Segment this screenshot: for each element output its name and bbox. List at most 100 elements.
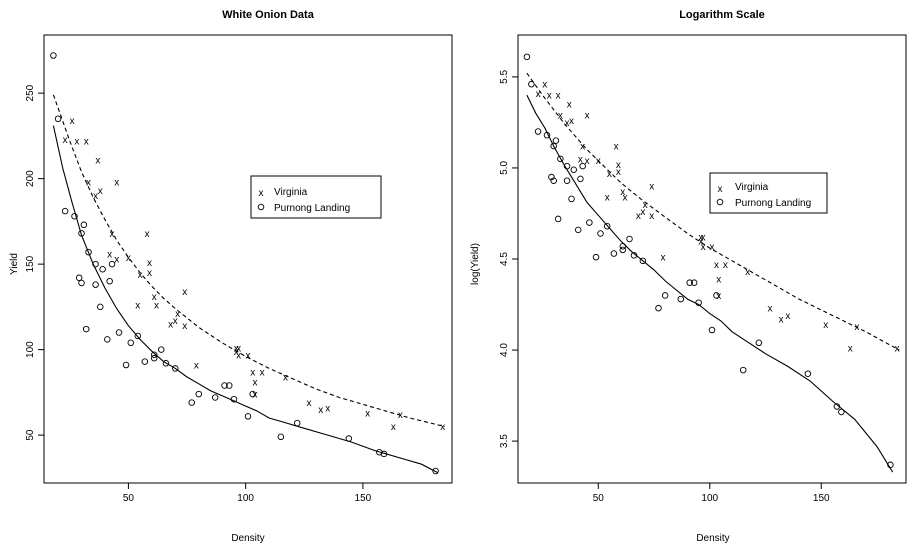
data-point-purnong-landing xyxy=(713,292,720,299)
legend-marker-circle xyxy=(257,203,265,211)
data-point-virginia: x xyxy=(848,344,853,355)
data-point-purnong-landing xyxy=(157,346,165,353)
data-point-purnong-landing xyxy=(592,253,600,261)
data-point-virginia: x xyxy=(86,178,91,189)
data-point-virginia: x xyxy=(250,367,255,378)
data-point-virginia: x xyxy=(147,258,152,269)
data-point-purnong-landing xyxy=(550,177,557,184)
data-point-virginia: x xyxy=(536,89,541,100)
data-point-purnong-landing xyxy=(755,339,763,347)
data-point-virginia: x xyxy=(246,350,251,361)
x-tick-label: 100 xyxy=(701,493,718,504)
chart-title: Logarithm Scale xyxy=(679,9,765,21)
data-point-purnong-landing xyxy=(80,221,88,229)
data-point-purnong-landing xyxy=(99,266,106,273)
data-point-virginia: x xyxy=(623,193,628,204)
data-point-virginia: x xyxy=(779,315,784,326)
data-point-virginia: x xyxy=(107,249,112,260)
data-point-purnong-landing xyxy=(85,248,92,256)
data-point-purnong-landing xyxy=(249,390,256,398)
data-point-purnong-landing xyxy=(75,274,83,282)
data-point-purnong-landing xyxy=(277,433,285,441)
data-point-purnong-landing xyxy=(106,277,113,285)
data-point-virginia: x xyxy=(70,116,75,127)
y-tick-label: 50 xyxy=(25,429,36,441)
data-point-virginia: x xyxy=(114,178,119,189)
data-point-virginia: x xyxy=(605,193,610,204)
data-point-virginia: x xyxy=(63,135,68,146)
data-point-virginia: x xyxy=(745,267,750,278)
data-point-purnong-landing xyxy=(586,219,593,226)
x-tick-label: 50 xyxy=(593,493,605,504)
data-point-virginia: x xyxy=(84,137,89,148)
data-point-purnong-landing xyxy=(54,115,62,123)
data-point-virginia: x xyxy=(391,422,396,433)
data-point-purnong-landing xyxy=(150,354,158,362)
data-point-purnong-landing xyxy=(195,390,203,398)
data-point-purnong-landing xyxy=(225,382,233,389)
data-point-virginia: x xyxy=(306,398,311,409)
data-point-purnong-landing xyxy=(172,365,179,372)
data-point-virginia: x xyxy=(365,408,370,419)
x-tick-label: 150 xyxy=(813,493,830,504)
x-axis-label: Density xyxy=(231,533,264,544)
data-point-virginia: x xyxy=(660,253,665,264)
data-point-virginia: x xyxy=(147,268,152,279)
data-point-purnong-landing xyxy=(97,303,104,311)
data-point-purnong-landing xyxy=(552,137,560,144)
data-point-virginia: x xyxy=(556,91,561,102)
data-point-virginia: x xyxy=(138,270,143,281)
data-point-purnong-landing xyxy=(597,230,604,237)
data-point-purnong-landing xyxy=(108,260,116,268)
data-point-virginia: x xyxy=(569,116,574,127)
y-tick-label: 200 xyxy=(25,170,36,187)
legend: x Virginia Purnong Landing xyxy=(709,172,828,214)
data-point-virginia: x xyxy=(649,211,654,222)
data-point-purnong-landing xyxy=(579,162,586,170)
data-point-purnong-landing xyxy=(639,257,647,265)
data-point-purnong-landing xyxy=(550,142,557,150)
data-point-virginia: x xyxy=(236,350,241,361)
data-point-purnong-landing xyxy=(739,366,747,374)
y-tick-label: 4.0 xyxy=(499,343,510,357)
data-point-purnong-landing xyxy=(574,226,582,234)
data-point-purnong-landing xyxy=(134,332,142,340)
data-point-virginia: x xyxy=(823,320,828,331)
data-point-purnong-landing xyxy=(686,279,693,286)
legend-box xyxy=(709,172,828,214)
data-point-virginia: x xyxy=(596,156,601,167)
data-point-purnong-landing xyxy=(71,213,78,220)
data-point-virginia: x xyxy=(168,319,173,330)
data-point-purnong-landing xyxy=(804,370,812,377)
data-point-purnong-landing xyxy=(661,292,669,299)
data-point-virginia: x xyxy=(145,229,150,240)
data-point-virginia: x xyxy=(895,344,900,355)
data-point-purnong-landing xyxy=(523,53,531,61)
y-tick-label: 3.5 xyxy=(499,434,510,448)
data-point-virginia: x xyxy=(567,100,572,111)
panel-white-onion: White Onion Data Density Yield xxx xxxxxx… xyxy=(9,9,453,544)
data-point-virginia: x xyxy=(440,422,445,433)
fit-line-virginia xyxy=(52,94,446,428)
data-point-virginia: x xyxy=(636,211,641,222)
data-point-purnong-landing xyxy=(626,235,633,243)
legend-marker-x: x xyxy=(718,184,723,195)
data-point-purnong-landing xyxy=(150,351,158,359)
x-tick-label: 150 xyxy=(355,493,372,504)
data-point-purnong-landing xyxy=(221,382,228,389)
data-point-purnong-landing xyxy=(548,173,555,181)
data-point-virginia: x xyxy=(173,316,178,327)
data-point-purnong-landing xyxy=(603,222,611,230)
legend-marker-x: x xyxy=(259,188,264,199)
y-tick-label: 4.5 xyxy=(499,252,510,266)
data-point-purnong-landing xyxy=(708,326,716,334)
data-point-virginia: x xyxy=(135,301,140,312)
data-point-virginia: x xyxy=(698,233,703,244)
data-point-virginia: x xyxy=(318,405,323,416)
data-point-purnong-landing xyxy=(127,339,135,347)
fit-line-purnong-landing xyxy=(52,125,439,474)
chart-title: White Onion Data xyxy=(222,9,315,21)
data-point-virginia: x xyxy=(182,287,187,298)
data-point-purnong-landing xyxy=(528,80,535,88)
